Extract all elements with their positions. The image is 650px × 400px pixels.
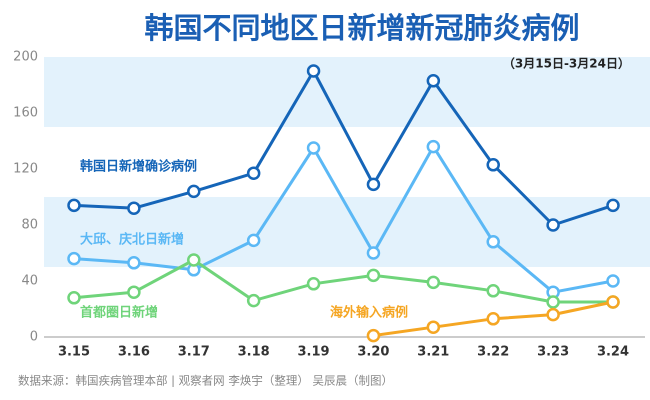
x-tick-label: 3.18 — [238, 345, 270, 360]
point — [606, 274, 620, 288]
point — [366, 268, 381, 283]
point — [306, 277, 321, 291]
series-line — [73, 145, 614, 294]
x-tick-label: 3.16 — [118, 345, 150, 360]
point — [486, 158, 500, 172]
point — [67, 251, 81, 266]
x-tick-label: 3.24 — [597, 345, 629, 360]
point — [486, 312, 500, 326]
point — [486, 284, 500, 298]
point — [246, 166, 261, 180]
point — [127, 256, 141, 270]
point — [246, 293, 261, 308]
x-tick-label: 3.15 — [58, 345, 90, 360]
x-tick-label: 3.17 — [178, 345, 210, 360]
series-label: 韩国日新增确诊病例 — [80, 159, 197, 175]
point — [306, 64, 321, 78]
point — [187, 253, 201, 267]
point — [606, 295, 620, 309]
point — [366, 246, 381, 260]
y-tick-label: 0 — [30, 330, 38, 345]
point — [426, 275, 441, 290]
series-line — [73, 258, 613, 304]
point — [546, 295, 560, 309]
y-tick-label: 200 — [13, 50, 38, 65]
point — [306, 141, 321, 155]
point — [366, 177, 381, 192]
source: 数据来源：韩国疾病管理本部 | 观察者网 李焕宇（整理） 吴辰晨（制图） — [18, 374, 393, 388]
x-tick-label: 3.23 — [537, 345, 569, 360]
y-tick-label: 160 — [13, 106, 38, 121]
series-label: 首都圈日新增 — [80, 305, 158, 321]
point — [67, 291, 81, 305]
point — [426, 74, 441, 88]
point — [366, 328, 381, 343]
point — [127, 201, 141, 215]
point — [127, 285, 141, 299]
x-tick-label: 3.21 — [417, 345, 449, 360]
band — [44, 57, 650, 127]
point — [546, 307, 560, 322]
series-label: 海外输入病例 — [330, 305, 408, 321]
point — [426, 139, 441, 154]
point — [67, 198, 81, 213]
x-tick-label: 3.22 — [477, 345, 509, 360]
point — [426, 320, 441, 334]
y-tick-label: 80 — [21, 218, 38, 233]
point — [246, 233, 261, 248]
point — [546, 218, 560, 232]
y-tick-label: 120 — [13, 162, 38, 177]
series-line — [73, 69, 614, 227]
x-tick-label: 3.20 — [357, 345, 389, 360]
y-tick-label: 40 — [21, 274, 38, 289]
point — [486, 235, 500, 249]
chart-title: 韩国不同地区日新增新冠肺炎病例 — [144, 11, 579, 45]
point — [606, 198, 620, 213]
point — [187, 184, 201, 199]
series-label: 大邱、庆北日新增 — [80, 232, 184, 248]
x-tick-label: 3.19 — [298, 345, 330, 360]
chart-subtitle: （3月15日-3月24日） — [503, 56, 630, 71]
